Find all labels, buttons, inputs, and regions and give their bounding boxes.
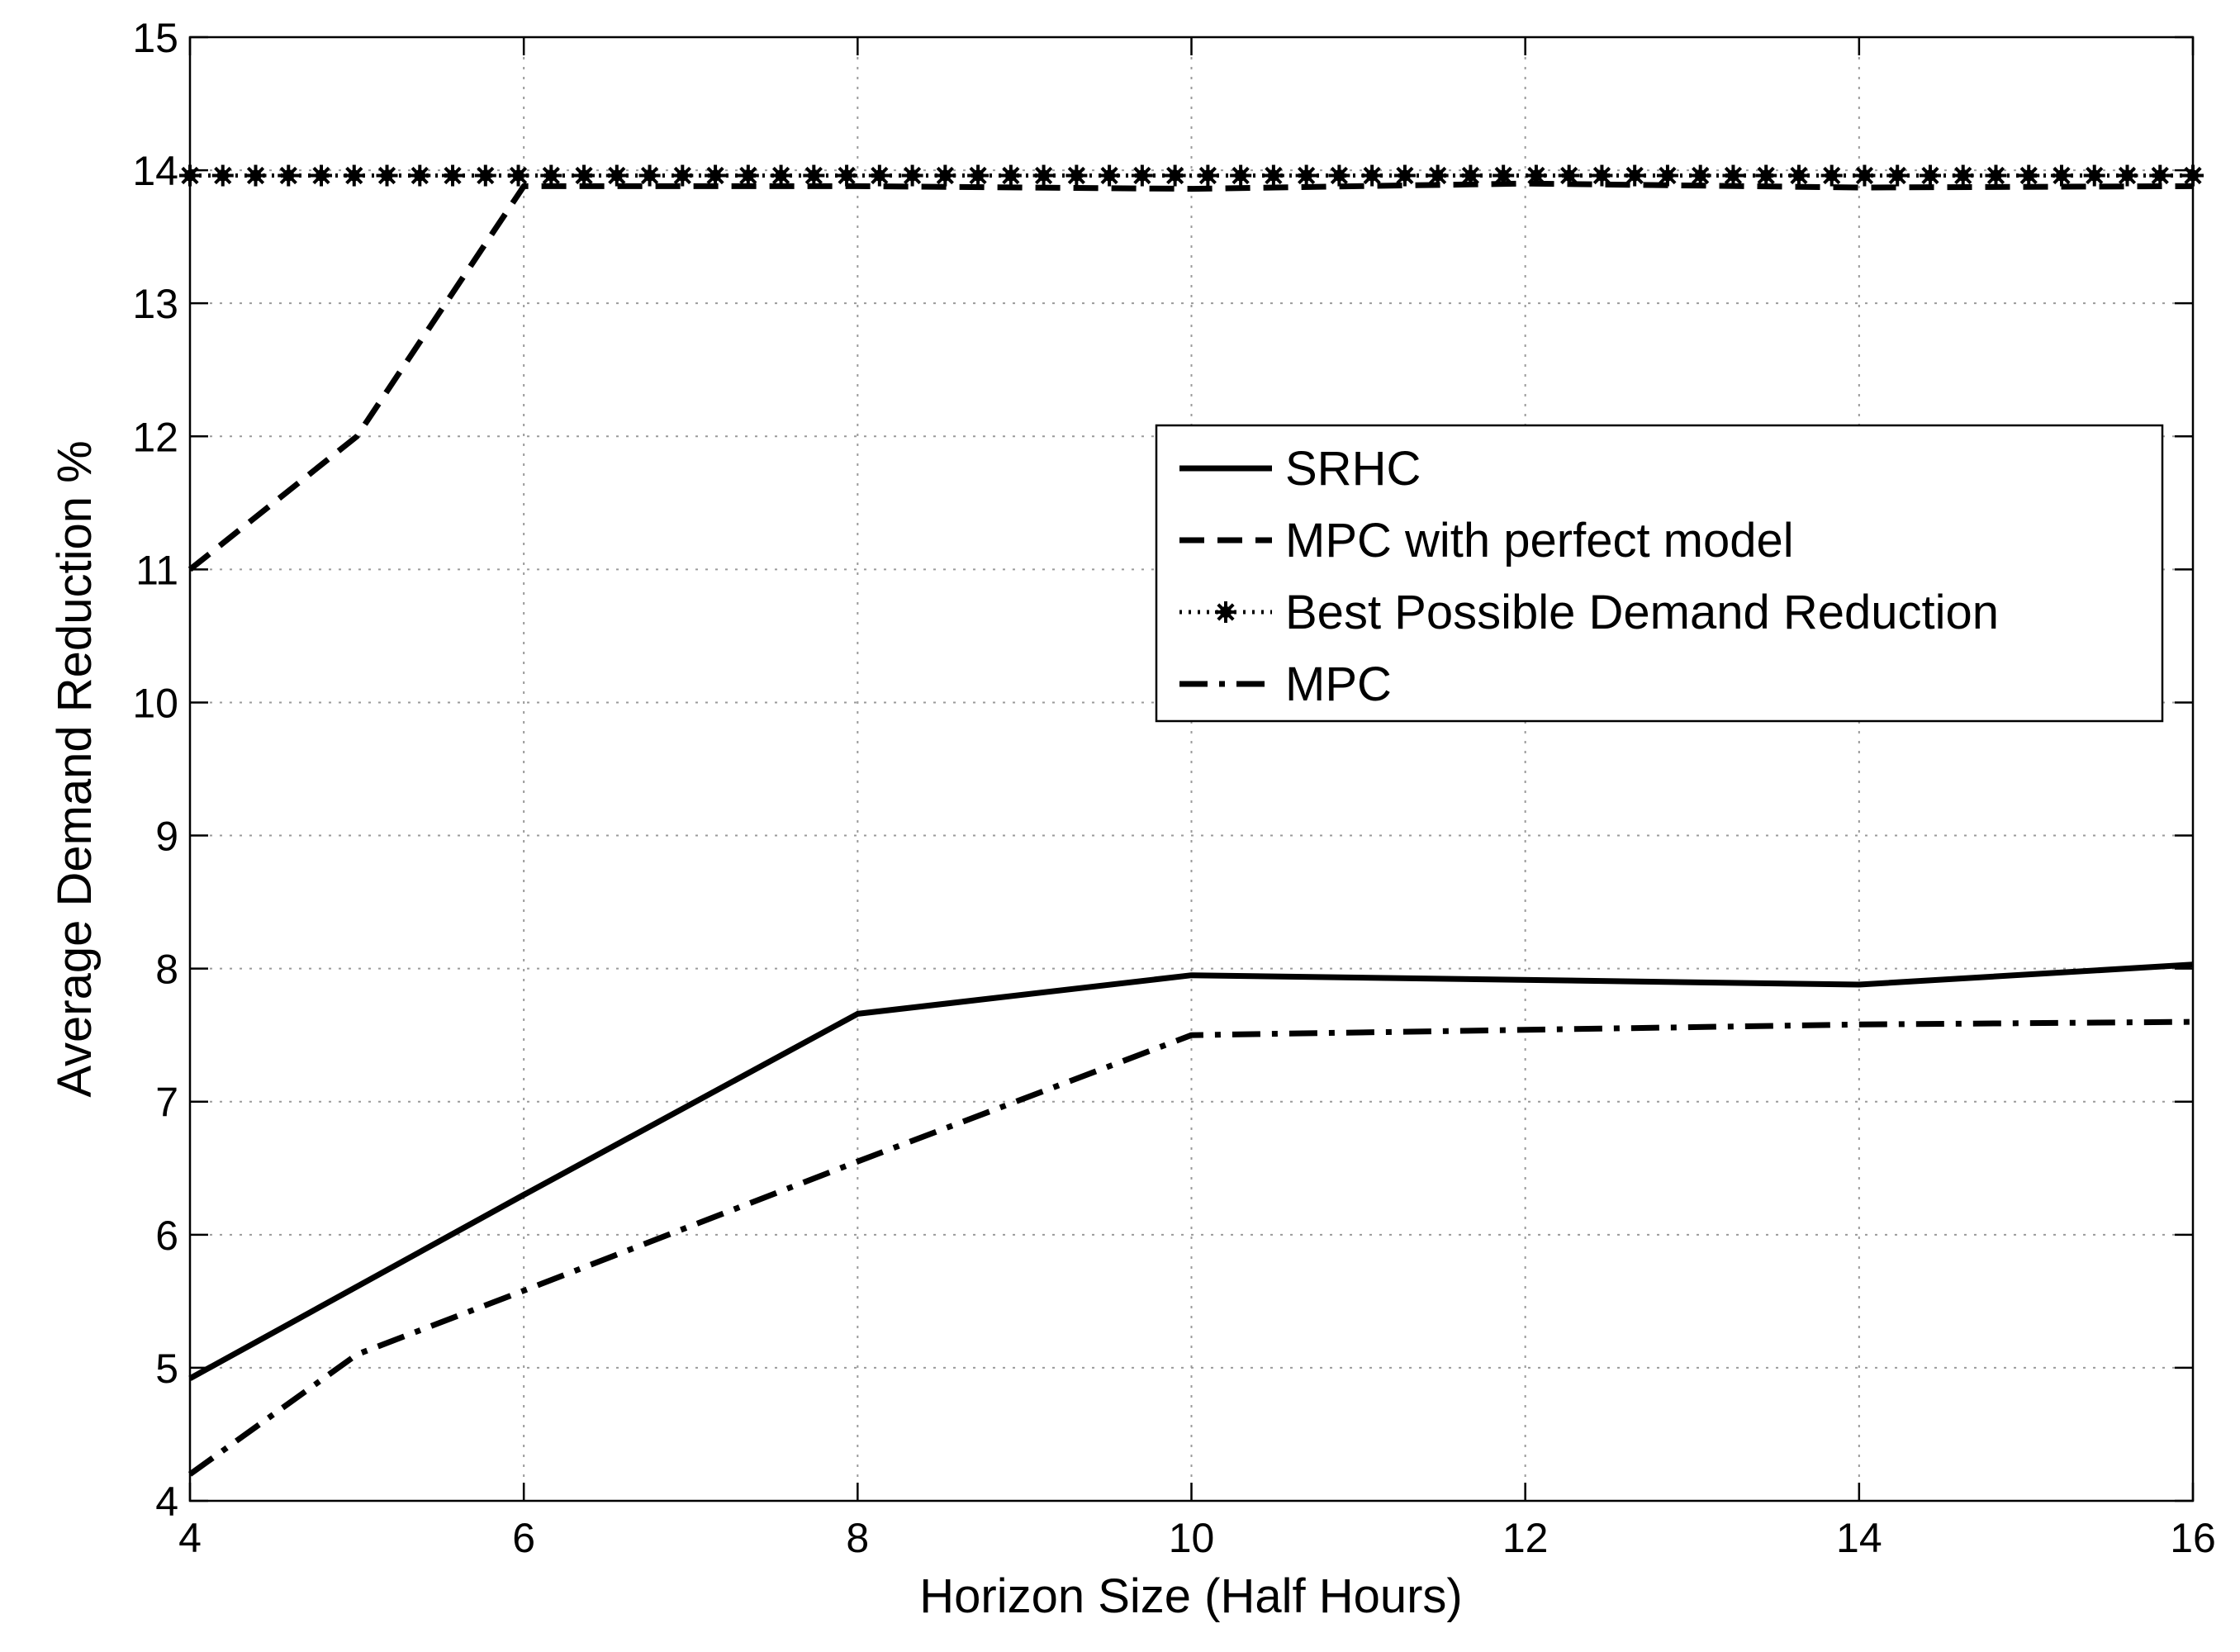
legend-items: SRHC MPC with perfect model Best Possible … [1179,442,1999,711]
series-marker [1886,164,1909,187]
legend: SRHC MPC with perfect model Best Possible … [1155,424,2164,723]
series-marker [442,164,464,187]
series-marker [540,164,562,187]
legend-label-2: Best Possible Demand Reduction [1285,586,1999,639]
y-tick-label: 13 [132,281,178,327]
series-marker [244,164,267,187]
series-marker [376,164,398,187]
series-marker [1459,164,1482,187]
series-marker [1493,164,1515,187]
series-marker [1820,164,1843,187]
tick-marks [188,36,2195,1502]
y-tick-label: 4 [155,1479,178,1525]
series-marker [311,164,333,187]
series-marker [1624,164,1646,187]
series-marker [1689,164,1711,187]
series-marker [705,164,727,187]
series-marker [1295,164,1317,187]
series-marker [1131,164,1153,187]
series-marker [1230,164,1252,187]
series-marker [1215,601,1236,623]
legend-label-3: MPC [1285,657,1392,711]
series-marker [211,164,234,187]
series-marker [573,164,596,187]
series-marker [1952,164,1974,187]
series-marker [1197,164,1219,187]
series-marker [1656,164,1678,187]
series-marker [1853,164,1876,187]
series-marker [2149,164,2171,187]
series-line-0 [188,961,2194,1381]
x-tick-label: 16 [2170,1515,2216,1561]
series-marker [2018,164,2040,187]
y-tick-label: 14 [132,148,178,194]
series-line-1 [187,180,2194,572]
legend-label-0: SRHC [1285,442,1421,496]
series-marker [1558,164,1580,187]
y-tick-label: 11 [135,547,178,593]
x-tick-label: 14 [1836,1515,1882,1561]
series-marker [1164,164,1186,187]
x-tick-label: 12 [1502,1515,1549,1561]
series-marker [343,164,365,187]
series-marker [1755,164,1777,187]
y-tick-label: 5 [155,1346,178,1392]
series-marker [638,164,661,187]
series-marker [934,164,956,187]
series-marker [2116,164,2138,187]
series-marker [770,164,792,187]
y-tick-label: 12 [132,414,178,460]
x-tick-label: 8 [846,1515,869,1561]
series-marker [1787,164,1810,187]
series-marker [967,164,989,187]
series-marker [1591,164,1613,187]
x-tick-labels: 4 6 8 10 12 14 16 [178,1515,2216,1561]
series-marker [1525,164,1547,187]
series-marker [1722,164,1744,187]
series-marker [672,164,694,187]
series-marker [409,164,431,187]
series-marker [1985,164,2007,187]
series-marker [803,164,825,187]
series-line-3 [187,1018,2194,1477]
series-marker [605,164,628,187]
series-marker [1099,164,1121,187]
series-marker [2050,164,2072,187]
series-marker [1262,164,1284,187]
x-tick-label: 10 [1169,1515,1215,1561]
series-marker [1361,164,1383,187]
x-tick-label: 4 [178,1515,202,1561]
series-marker [1919,164,1941,187]
series-marker [278,164,300,187]
y-tick-label: 15 [132,15,178,61]
y-tick-label: 6 [155,1213,178,1259]
series-marker [836,164,858,187]
series-layer [179,164,2204,1477]
series-marker [2083,164,2105,187]
series-marker [868,164,890,187]
y-tick-label: 7 [155,1080,178,1126]
series-marker [999,164,1022,187]
y-tick-label: 10 [132,680,178,726]
y-tick-label: 8 [155,947,178,993]
legend-box [1155,424,2164,723]
series-marker [1328,164,1350,187]
series-marker [1393,164,1416,187]
series-marker [1032,164,1055,187]
legend-label-1: MPC with perfect model [1285,514,1794,567]
series-marker [507,164,529,187]
series-marker [1065,164,1088,187]
x-tick-label: 6 [512,1515,535,1561]
x-axis-label: Horizon Size (Half Hours) [919,1569,1463,1623]
series-marker [1426,164,1449,187]
y-axis-label: Average Demand Reduction % [48,440,102,1097]
y-tick-label: 9 [155,814,178,860]
series-marker [737,164,759,187]
y-tick-labels: 4 5 6 7 8 9 10 11 12 13 14 15 [132,15,178,1525]
series-marker [901,164,923,187]
series-marker [474,164,496,187]
